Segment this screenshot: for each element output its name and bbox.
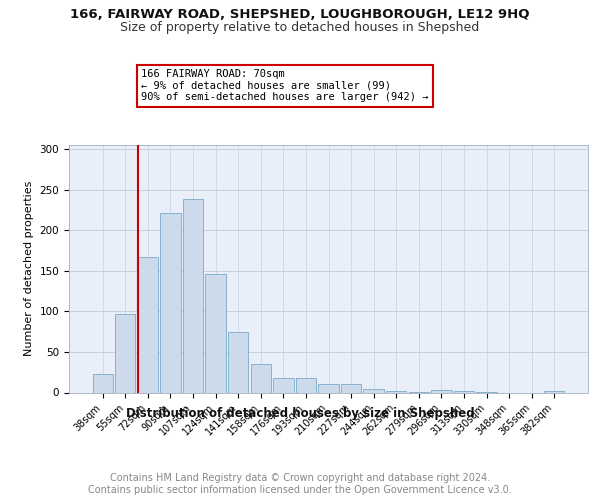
Bar — [92, 374, 113, 392]
Bar — [544, 391, 565, 392]
Bar — [138, 257, 158, 392]
Bar — [431, 390, 452, 392]
Bar — [364, 390, 384, 392]
Text: 166 FAIRWAY ROAD: 70sqm
← 9% of detached houses are smaller (99)
90% of semi-det: 166 FAIRWAY ROAD: 70sqm ← 9% of detached… — [141, 69, 428, 102]
Text: 166, FAIRWAY ROAD, SHEPSHED, LOUGHBOROUGH, LE12 9HQ: 166, FAIRWAY ROAD, SHEPSHED, LOUGHBOROUG… — [70, 8, 530, 20]
Bar — [386, 391, 406, 392]
Bar — [319, 384, 338, 392]
Bar — [160, 213, 181, 392]
Bar — [115, 314, 136, 392]
Bar — [228, 332, 248, 392]
Text: Distribution of detached houses by size in Shepshed: Distribution of detached houses by size … — [125, 408, 475, 420]
Bar — [454, 391, 474, 392]
Y-axis label: Number of detached properties: Number of detached properties — [24, 181, 34, 356]
Bar — [183, 200, 203, 392]
Bar — [205, 274, 226, 392]
Bar — [251, 364, 271, 392]
Text: Size of property relative to detached houses in Shepshed: Size of property relative to detached ho… — [121, 21, 479, 34]
Bar — [273, 378, 293, 392]
Bar — [341, 384, 361, 392]
Bar — [296, 378, 316, 392]
Text: Contains HM Land Registry data © Crown copyright and database right 2024.
Contai: Contains HM Land Registry data © Crown c… — [88, 474, 512, 495]
